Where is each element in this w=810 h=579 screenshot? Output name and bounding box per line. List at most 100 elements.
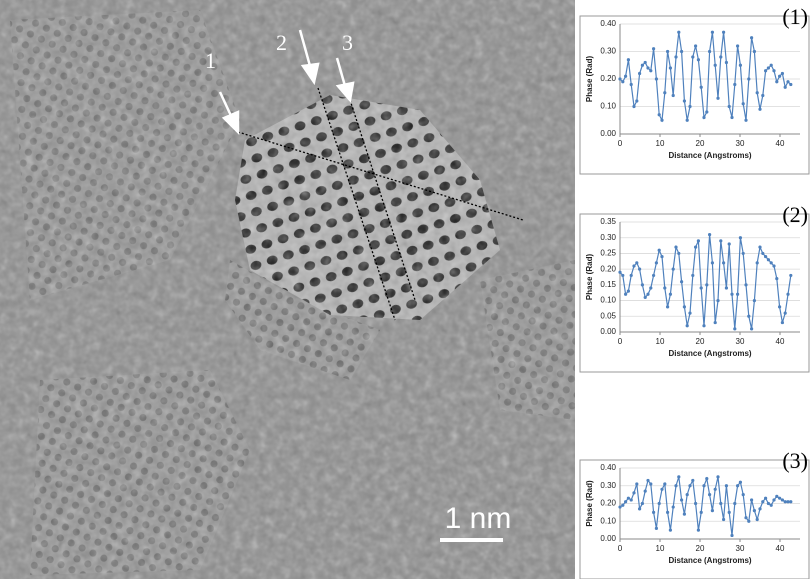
data-point [641, 283, 644, 286]
data-point [641, 502, 644, 505]
data-point [655, 261, 658, 264]
data-point [722, 261, 725, 264]
x-tick-label: 0 [618, 139, 623, 148]
data-point [770, 261, 773, 264]
data-point [781, 72, 784, 75]
data-point [722, 518, 725, 521]
data-point [686, 493, 689, 496]
data-point [683, 513, 686, 516]
y-tick-label: 0.25 [600, 249, 616, 258]
chart: 0.000.100.200.300.40010203040Distance (A… [580, 448, 809, 579]
data-point [660, 255, 663, 258]
data-point [705, 283, 708, 286]
data-point [627, 497, 630, 500]
data-point [683, 99, 686, 102]
data-point [770, 504, 773, 507]
data-point [683, 305, 686, 308]
data-point [630, 498, 633, 501]
tem-image: 1 2 3 1 nm [0, 0, 575, 579]
data-point [658, 113, 661, 116]
data-point [655, 527, 658, 530]
y-tick-label: 0.30 [600, 233, 616, 242]
y-axis-label: Phase (Rad) [585, 254, 594, 301]
data-point [750, 36, 753, 39]
data-point [781, 498, 784, 501]
x-tick-label: 10 [656, 139, 665, 148]
data-point [694, 502, 697, 505]
data-point [677, 252, 680, 255]
data-point [719, 55, 722, 58]
data-point [764, 69, 767, 72]
data-point [646, 479, 649, 482]
data-point [660, 119, 663, 122]
data-point [638, 507, 641, 510]
data-point [756, 261, 759, 264]
x-tick-label: 30 [736, 337, 745, 346]
data-point [730, 293, 733, 296]
y-tick-label: 0.05 [600, 311, 616, 320]
data-point [669, 293, 672, 296]
data-point [739, 236, 742, 239]
data-point [736, 484, 739, 487]
x-axis-label: Distance (Angstroms) [668, 556, 751, 565]
data-point [728, 242, 731, 245]
data-point [672, 94, 675, 97]
data-point [733, 83, 736, 86]
data-point [764, 255, 767, 258]
data-point [644, 296, 647, 299]
y-tick-label: 0.20 [600, 264, 616, 273]
data-point [630, 274, 633, 277]
data-point [775, 495, 778, 498]
data-point [781, 321, 784, 324]
data-point [744, 516, 747, 519]
data-point [733, 327, 736, 330]
data-point [663, 286, 666, 289]
scale-bar-label: 1 nm [445, 502, 512, 535]
x-tick-label: 30 [736, 544, 745, 553]
data-point [618, 505, 621, 508]
data-point [742, 252, 745, 255]
panel-label: (3) [782, 448, 808, 473]
y-tick-label: 0.00 [600, 129, 616, 138]
data-point [761, 94, 764, 97]
data-point [736, 293, 739, 296]
data-point [621, 504, 624, 507]
data-point [624, 75, 627, 78]
data-point [700, 286, 703, 289]
data-point [686, 119, 689, 122]
data-point [697, 529, 700, 532]
data-point [775, 277, 778, 280]
data-point [725, 286, 728, 289]
data-point [632, 491, 635, 494]
data-point [758, 507, 761, 510]
data-point [761, 500, 764, 503]
x-tick-label: 30 [736, 139, 745, 148]
data-point [714, 64, 717, 67]
data-point [666, 511, 669, 514]
y-tick-label: 0.20 [600, 499, 616, 508]
data-point [767, 258, 770, 261]
data-point [708, 50, 711, 53]
data-point [621, 274, 624, 277]
data-point [716, 97, 719, 100]
data-point [786, 500, 789, 503]
y-axis-label: Phase (Rad) [585, 480, 594, 527]
data-point [618, 77, 621, 80]
data-point [646, 66, 649, 69]
data-point [627, 58, 630, 61]
data-point [649, 69, 652, 72]
data-point [753, 299, 756, 302]
figure: 1 2 3 1 nm 0.000.100.200.300.40010203040… [0, 0, 810, 579]
data-point [680, 50, 683, 53]
x-tick-label: 40 [776, 544, 785, 553]
y-tick-label: 0.10 [600, 296, 616, 305]
data-point [686, 324, 689, 327]
data-point [705, 477, 708, 480]
data-point [632, 105, 635, 108]
data-point [688, 484, 691, 487]
data-point [652, 274, 655, 277]
data-point [666, 305, 669, 308]
data-point [725, 484, 728, 487]
data-point [733, 502, 736, 505]
